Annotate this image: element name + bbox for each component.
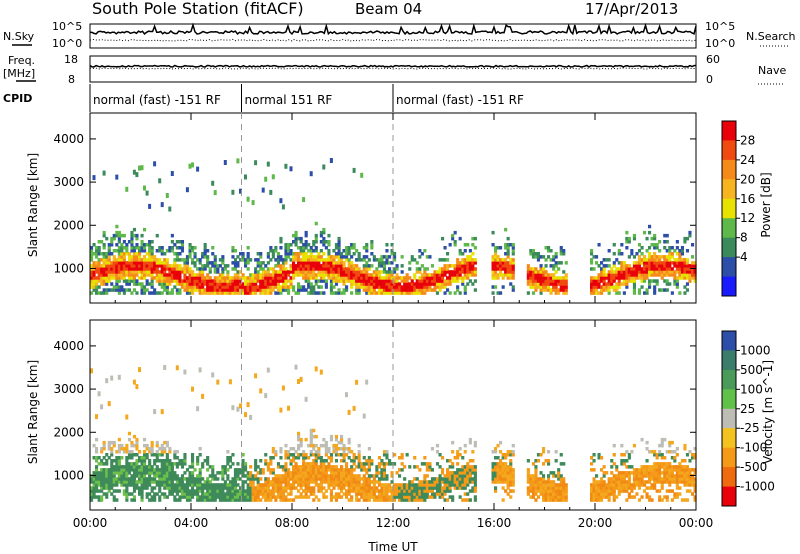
power-panel: 1000 2000 3000 4000: [53, 112, 697, 304]
nsearch-label: N.Search: [746, 30, 796, 43]
y-tick-label: 3000: [53, 382, 84, 396]
colorbar-swatch: [722, 447, 736, 468]
y-tick-label: 4000: [53, 339, 84, 353]
colorbar-tick-label: 20: [740, 172, 755, 186]
left-tick-1e5: 10^5: [52, 20, 82, 33]
nave-label: Nave: [758, 64, 786, 77]
colorbar-swatch: [722, 408, 736, 429]
velocity-colorbar: 1000 500 100 25 -25 -100 -500 -1000: [721, 330, 775, 507]
colorbar-tick-label: 16: [740, 192, 755, 206]
station-title: South Pole Station (fitACF): [92, 0, 304, 18]
cpid-segment-label: normal 151 RF: [245, 93, 333, 107]
x-tick-label: 12:00: [376, 516, 411, 530]
colorbar-swatch: [722, 121, 736, 141]
y-tick-label: 2000: [53, 425, 84, 439]
colorbar-swatch: [722, 369, 736, 390]
x-tick-label: 00:00: [73, 516, 108, 530]
y-tick-label: 1000: [53, 261, 84, 275]
y-tick-label: 1000: [53, 468, 84, 482]
colorbar-tick-label: 100: [740, 382, 763, 396]
colorbar-swatch: [722, 350, 736, 371]
x-tick-label: 16:00: [477, 516, 512, 530]
colorbar-swatch: [722, 486, 736, 507]
colorbar-tick-label: -1000: [740, 480, 775, 494]
colorbar-swatch: [722, 198, 736, 219]
colorbar-tick-label: 8: [740, 231, 748, 245]
x-tick-label: 00:00: [679, 516, 714, 530]
colorbar-tick-label: -25: [740, 421, 760, 435]
freq-tick-18: 18: [64, 53, 78, 66]
y-tick-label: 2000: [53, 218, 84, 232]
right-tick-1e0: 10^0: [705, 37, 735, 50]
freq-unit: [MHz]: [3, 67, 35, 80]
y-tick-label: 4000: [53, 132, 84, 146]
cpid-segment-label: normal (fast) -151 RF: [93, 93, 221, 107]
colorbar-tick-label: 4: [740, 250, 748, 264]
colorbar-swatch: [722, 218, 736, 239]
colorbar-swatch: [722, 276, 736, 297]
colorbar-tick-label: 28: [740, 133, 755, 147]
freq-nave-panel: [89, 55, 697, 83]
velocity-cbar-label: Velocity [m s^-1]: [761, 360, 775, 464]
colorbar-tick-label: 500: [740, 363, 763, 377]
velocity-ylabel: Slant Range [km]: [26, 360, 40, 464]
x-tick-label: 08:00: [275, 516, 310, 530]
colorbar-tick-label: 24: [740, 153, 755, 167]
nsky-label: N.Sky: [3, 30, 35, 43]
colorbar-tick-label: 12: [740, 211, 755, 225]
power-ylabel: Slant Range [km]: [26, 153, 40, 257]
colorbar-swatch: [722, 331, 736, 351]
nsky-panel: [89, 22, 697, 49]
y-tick-label: 3000: [53, 175, 84, 189]
cpid-label: CPID: [3, 92, 32, 105]
nave-tick-60: 60: [706, 53, 720, 66]
x-tick-label: 20:00: [578, 516, 613, 530]
freq-label: Freq.: [8, 54, 35, 67]
nave-tick-0: 0: [706, 73, 713, 86]
colorbar-swatch: [722, 467, 736, 487]
beam-label: Beam 04: [355, 0, 422, 18]
velocity-cells: [90, 364, 697, 502]
colorbar-swatch: [722, 257, 736, 277]
x-tick-label: 04:00: [174, 516, 209, 530]
colorbar-tick-label: -500: [740, 460, 767, 474]
colorbar-tick-label: 25: [740, 402, 755, 416]
power-colorbar: 28 24 20 16 12 8 4: [721, 120, 755, 297]
cpid-segment-label: normal (fast) -151 RF: [396, 93, 524, 107]
power-cbar-label: Power [dB]: [759, 172, 773, 237]
velocity-panel: 1000 2000 3000 4000 00:00 04:00 08:00 12:00 16:0…: [53, 319, 714, 530]
colorbar-swatch: [722, 428, 736, 449]
cpid-bar: normal (fast) -151 RF normal 151 RF normal…: [89, 84, 524, 112]
power-cells: [90, 158, 697, 295]
colorbar-tick-label: 1000: [740, 343, 771, 357]
date-label: 17/Apr/2013: [585, 0, 678, 18]
freq-tick-8: 8: [68, 73, 75, 86]
left-tick-1e0: 10^0: [52, 37, 82, 50]
colorbar-tick-label: -100: [740, 441, 767, 455]
right-tick-1e5: 10^5: [705, 20, 735, 33]
colorbar-swatch: [722, 237, 736, 258]
colorbar-swatch: [722, 389, 736, 410]
colorbar-swatch: [722, 159, 736, 180]
colorbar-swatch: [722, 179, 736, 200]
colorbar-swatch: [722, 140, 736, 161]
xaxis-label: Time UT: [367, 540, 418, 554]
